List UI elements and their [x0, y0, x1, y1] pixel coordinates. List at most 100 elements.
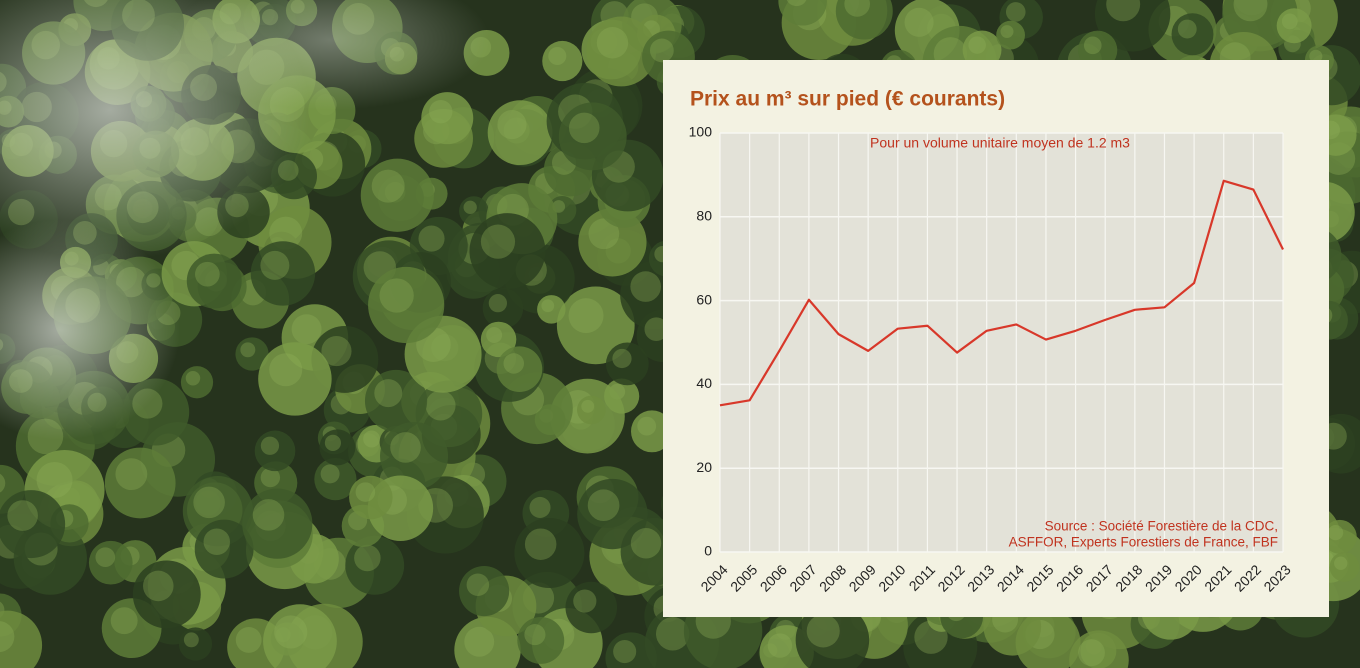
tree — [254, 430, 296, 472]
plot-area — [720, 133, 1283, 552]
tree — [835, 0, 893, 40]
tree-highlight — [637, 416, 657, 436]
tree-highlight — [269, 216, 303, 250]
tree — [605, 632, 657, 668]
mist — [0, 220, 180, 440]
tree-highlight — [806, 614, 840, 648]
tree-highlight — [1177, 19, 1197, 39]
tree-highlight — [115, 458, 148, 491]
tree — [469, 213, 546, 290]
source-note: ASFFOR, Experts Forestiers de France, FB… — [1009, 535, 1278, 550]
tree-highlight — [260, 436, 280, 455]
tree — [242, 488, 313, 559]
tree-highlight — [0, 621, 15, 653]
tree — [180, 366, 214, 399]
tree-highlight — [1106, 0, 1141, 22]
tree — [1276, 8, 1312, 44]
tree-highlight — [548, 46, 567, 66]
tree — [132, 560, 201, 629]
tree-highlight — [1005, 2, 1026, 22]
tree-highlight — [36, 461, 73, 498]
tree-highlight — [418, 225, 445, 252]
y-tick-label: 60 — [696, 291, 712, 307]
tree-highlight — [203, 528, 231, 555]
tree — [235, 337, 269, 371]
tree — [459, 565, 510, 617]
tree-highlight — [0, 473, 6, 493]
tree — [258, 342, 332, 416]
tree — [962, 30, 1002, 70]
tree-highlight — [1281, 13, 1298, 30]
y-tick-label: 20 — [696, 459, 712, 475]
tree — [605, 342, 649, 386]
tree — [542, 40, 583, 82]
tree-highlight — [524, 528, 557, 560]
tree-highlight — [354, 544, 381, 572]
tree — [565, 581, 618, 634]
tree — [487, 100, 553, 166]
tree-highlight — [466, 573, 490, 597]
tree — [319, 429, 356, 466]
tree — [178, 627, 213, 661]
tree — [263, 604, 337, 668]
chart-subtitle: Pour un volume unitaire moyen de 1.2 m3 — [870, 135, 1130, 151]
mist — [170, 0, 490, 110]
tree-highlight — [655, 617, 690, 651]
tree-highlight — [1327, 524, 1344, 541]
tree-highlight — [767, 633, 793, 658]
tree — [368, 266, 445, 344]
tree-highlight — [274, 615, 308, 649]
tree — [778, 0, 827, 26]
tree-highlight — [630, 528, 662, 559]
tree — [517, 617, 565, 664]
tree-highlight — [355, 482, 376, 502]
tree-highlight — [524, 624, 546, 646]
tree-highlight — [568, 298, 604, 334]
tree-highlight — [568, 112, 600, 144]
tree — [459, 196, 489, 226]
tree-highlight — [185, 370, 201, 386]
tree — [482, 287, 524, 329]
tree-highlight — [644, 317, 669, 341]
tree-highlight — [183, 632, 199, 648]
tree-highlight — [541, 299, 555, 313]
tree-highlight — [486, 327, 503, 343]
tree-highlight — [488, 294, 508, 313]
tree — [537, 295, 566, 324]
tree-highlight — [291, 314, 322, 345]
tree-highlight — [464, 626, 495, 657]
tree — [1094, 0, 1171, 52]
tree-highlight — [904, 7, 934, 37]
tree — [996, 20, 1025, 50]
tree — [360, 158, 434, 232]
tree-highlight — [968, 36, 986, 54]
tree — [0, 610, 43, 668]
tree — [556, 286, 635, 365]
tree-highlight — [529, 496, 551, 518]
tree — [104, 447, 176, 519]
tree-highlight — [581, 399, 595, 413]
tree-highlight — [1000, 25, 1014, 39]
tree-highlight — [425, 390, 456, 421]
tree — [349, 475, 393, 520]
tree-highlight — [363, 430, 381, 448]
tree-highlight — [844, 0, 870, 17]
tree — [586, 16, 657, 87]
y-tick-label: 100 — [689, 124, 713, 140]
tree — [514, 517, 585, 588]
tree-highlight — [193, 486, 225, 519]
tree-highlight — [379, 278, 414, 313]
tree — [558, 102, 627, 171]
tree — [630, 410, 673, 453]
tree-highlight — [143, 570, 174, 602]
y-tick-label: 80 — [696, 208, 712, 224]
tree — [421, 92, 474, 145]
tree-highlight — [786, 0, 807, 7]
tree — [88, 540, 133, 585]
tree-highlight — [371, 169, 405, 203]
tree-highlight — [321, 336, 352, 367]
tree-highlight — [1309, 49, 1323, 63]
tree-highlight — [649, 38, 674, 63]
tree — [380, 421, 449, 490]
